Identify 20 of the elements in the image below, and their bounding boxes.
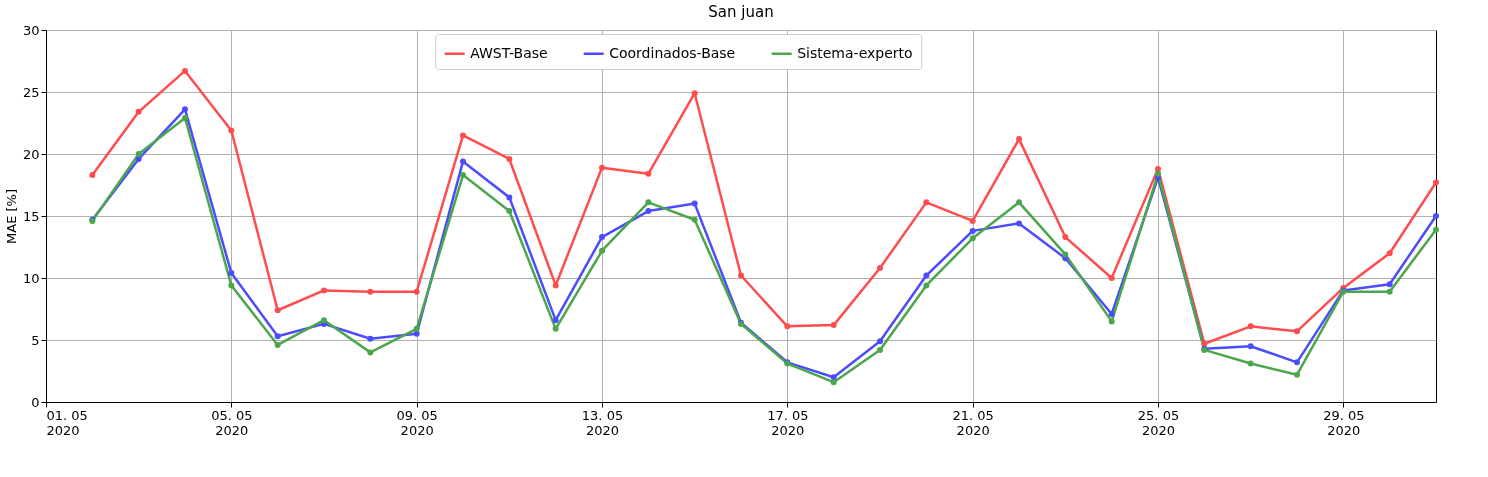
y-tick-label: 20 (22, 146, 40, 162)
x-tick-label: 01. 05 2020 (46, 407, 88, 438)
legend-label: AWST-Base (470, 44, 548, 61)
x-tick-label: 05. 05 2020 (211, 407, 253, 438)
x-tick-label: 25. 05 2020 (1137, 407, 1180, 438)
y-axis-title: MAE [%] (3, 189, 19, 244)
y-tick-label: 10 (22, 270, 40, 286)
x-tick-label: 17. 05 2020 (767, 407, 809, 438)
y-tick-label: 15 (22, 208, 40, 224)
y-tick-label: 0 (31, 394, 40, 410)
chart-title: San juan (708, 3, 774, 21)
x-tick-label: 13. 05 2020 (581, 407, 624, 438)
y-tick-label: 5 (31, 332, 40, 348)
x-tick-label: 09. 05 2020 (396, 407, 438, 438)
legend-label: Coordinados-Base (609, 44, 736, 61)
x-tick-label: 21. 05 2020 (952, 407, 994, 438)
legend-label: Sistema-experto (797, 44, 913, 61)
x-tick-label: 29. 05 2020 (1323, 407, 1365, 438)
y-tick-label: 30 (22, 22, 40, 38)
y-tick-label: 25 (22, 84, 40, 100)
